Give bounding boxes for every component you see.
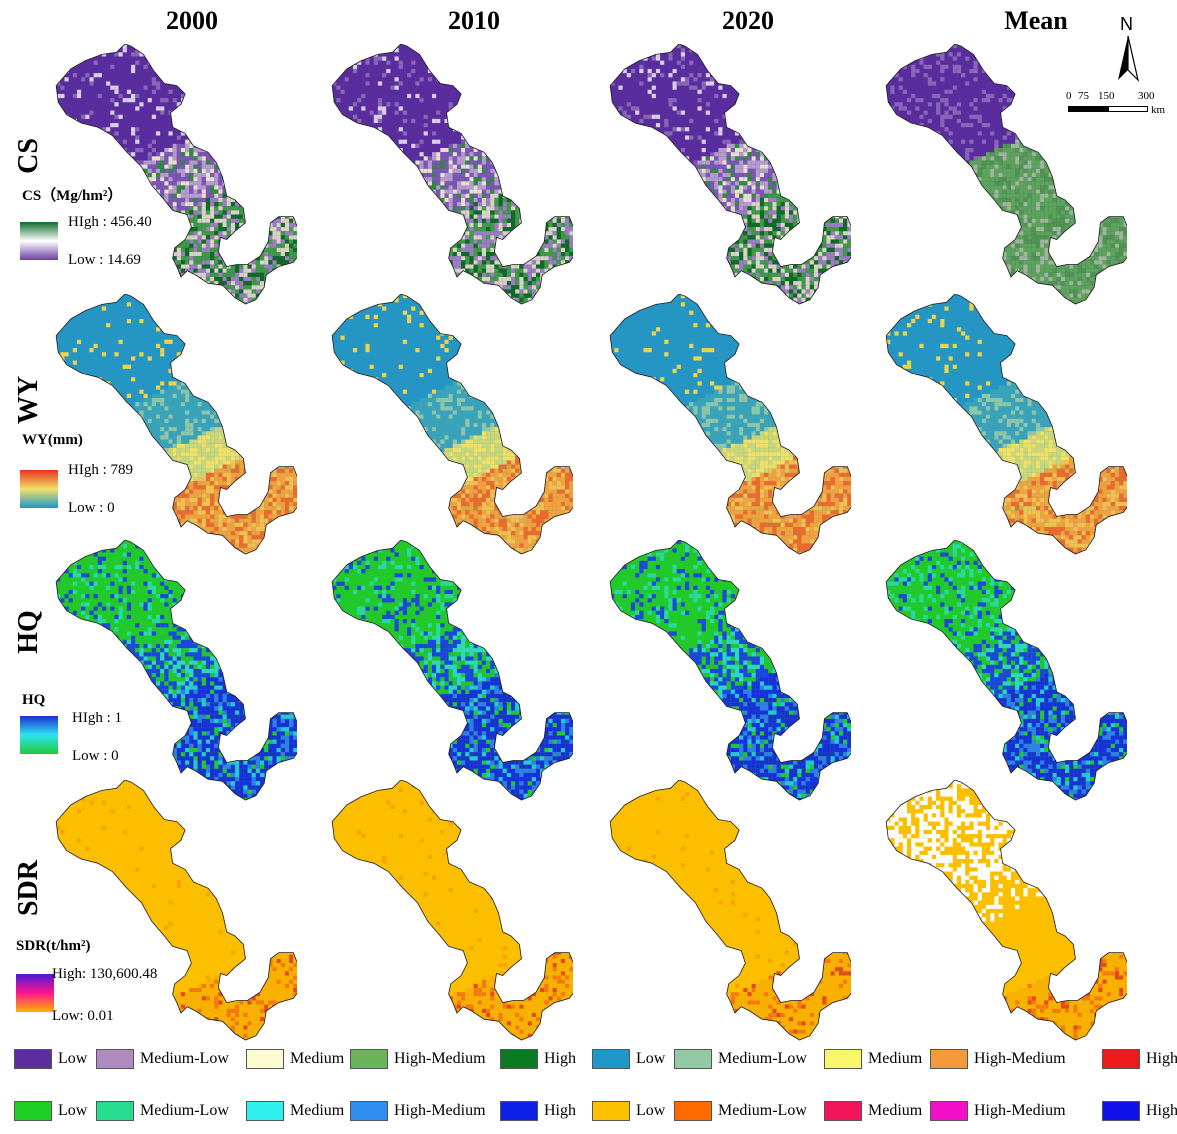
sdr-legend-title: SDR(t/hm²)	[16, 938, 91, 955]
scale-bar: 0 75 150 300 km	[1062, 90, 1174, 122]
hq-legend-low: Low : 0	[72, 748, 119, 765]
class-swatch	[592, 1101, 630, 1121]
north-arrow-icon: N	[1108, 14, 1148, 86]
map-cs-mean	[882, 44, 1127, 306]
map-wy-2000	[52, 294, 297, 556]
class-swatch	[930, 1049, 968, 1069]
class-label: Medium-Low	[140, 1102, 229, 1120]
class-label: High	[544, 1102, 576, 1120]
map-hq-2020	[606, 540, 851, 802]
cs-legend-title: CS（Mg/hm²）	[22, 184, 122, 205]
column-title-mean: Mean	[966, 6, 1106, 36]
class-swatch	[14, 1101, 52, 1121]
row-title-hq: HQ	[13, 597, 45, 667]
map-wy-2010	[328, 294, 573, 556]
map-hq-2010	[328, 540, 573, 802]
class-label: Medium-Low	[718, 1102, 807, 1120]
hq-legend-ramp	[20, 716, 58, 754]
row-title-sdr: SDR	[13, 853, 45, 923]
map-hq-2000	[52, 540, 297, 802]
class-swatch	[350, 1049, 388, 1069]
scale-tick-300: 300	[1138, 90, 1155, 102]
cs-legend-ramp	[20, 222, 58, 260]
map-wy-2020	[606, 294, 851, 556]
class-label: Medium-Low	[718, 1050, 807, 1068]
column-title-2000: 2000	[122, 6, 262, 36]
class-swatch	[1102, 1049, 1140, 1069]
class-swatch	[500, 1101, 538, 1121]
map-hq-mean	[882, 540, 1127, 802]
class-swatch	[14, 1049, 52, 1069]
class-swatch	[500, 1049, 538, 1069]
map-cs-2010	[328, 44, 573, 306]
wy-legend-high: HIgh : 789	[68, 462, 133, 479]
class-label: Low	[58, 1102, 87, 1120]
class-label: High	[1146, 1050, 1177, 1068]
class-label: Low	[58, 1050, 87, 1068]
column-title-2020: 2020	[678, 6, 818, 36]
wy-legend-ramp	[20, 470, 58, 508]
column-title-2010: 2010	[404, 6, 544, 36]
class-swatch	[930, 1101, 968, 1121]
class-legend-row-2: Low Medium-Low Medium High-Medium High Low Med…	[14, 1100, 1177, 1124]
class-label: High-Medium	[974, 1050, 1066, 1068]
sdr-legend-high: High: 130,600.48	[52, 966, 157, 983]
class-swatch	[592, 1049, 630, 1069]
class-label: Medium	[290, 1102, 344, 1120]
cs-legend-high: HIgh : 456.40	[68, 214, 152, 231]
class-label: Low	[636, 1102, 665, 1120]
hq-legend-title: HQ	[22, 692, 45, 709]
class-label: High-Medium	[394, 1102, 486, 1120]
class-label: High	[544, 1050, 576, 1068]
class-swatch	[824, 1101, 862, 1121]
map-sdr-2010	[328, 780, 573, 1042]
class-swatch	[674, 1101, 712, 1121]
class-label: Medium	[290, 1050, 344, 1068]
class-swatch	[1102, 1101, 1140, 1121]
north-label: N	[1120, 14, 1133, 35]
class-label: High	[1146, 1102, 1177, 1120]
map-cs-2020	[606, 44, 851, 306]
scale-tick-75: 75	[1078, 90, 1089, 102]
sdr-legend-ramp	[16, 974, 54, 1012]
map-wy-mean	[882, 294, 1127, 556]
row-title-cs: CS	[13, 121, 45, 191]
row-title-wy: WY	[13, 365, 45, 435]
hq-legend-high: HIgh : 1	[72, 710, 122, 727]
class-label: High-Medium	[394, 1050, 486, 1068]
map-cs-2000	[52, 44, 297, 306]
scale-tick-0: 0	[1066, 90, 1072, 102]
cs-legend-low: Low : 14.69	[68, 252, 141, 269]
map-sdr-2000	[52, 780, 297, 1042]
class-swatch	[674, 1049, 712, 1069]
class-legend-row-1: Low Medium-Low Medium High-Medium High Low Med…	[14, 1048, 1177, 1072]
class-swatch	[246, 1049, 284, 1069]
class-label: High-Medium	[974, 1102, 1066, 1120]
scale-unit: km	[1151, 104, 1165, 116]
class-swatch	[824, 1049, 862, 1069]
class-swatch	[246, 1101, 284, 1121]
scale-tick-150: 150	[1098, 90, 1115, 102]
class-label: Medium	[868, 1102, 922, 1120]
map-sdr-2020	[606, 780, 851, 1042]
class-label: Low	[636, 1050, 665, 1068]
wy-legend-low: Low : 0	[68, 500, 115, 517]
sdr-legend-low: Low: 0.01	[52, 1008, 114, 1025]
class-label: Medium	[868, 1050, 922, 1068]
class-swatch	[96, 1049, 134, 1069]
class-swatch	[350, 1101, 388, 1121]
wy-legend-title: WY(mm)	[22, 432, 83, 449]
map-sdr-mean	[882, 780, 1127, 1042]
class-swatch	[96, 1101, 134, 1121]
class-label: Medium-Low	[140, 1050, 229, 1068]
